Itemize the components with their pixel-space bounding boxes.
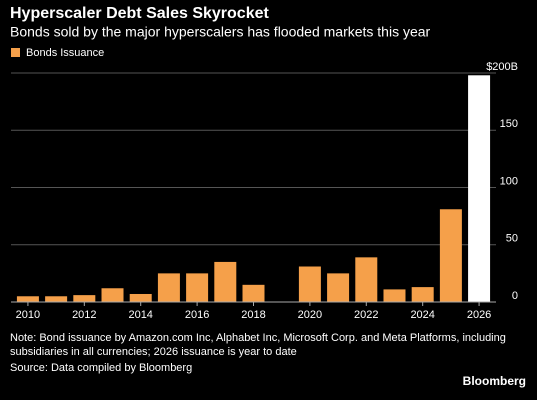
chart-subtitle: Bonds sold by the major hyperscalers has…	[10, 24, 431, 40]
source: Source: Data compiled by Bloomberg	[10, 362, 192, 374]
y-tick-label: $200B	[486, 61, 518, 73]
legend-swatch	[11, 48, 20, 57]
bar	[16, 296, 39, 302]
x-tick-label: 2012	[72, 309, 96, 321]
bar	[157, 273, 180, 302]
bar	[383, 289, 406, 302]
bar	[439, 209, 462, 302]
legend-label: Bonds Issuance	[26, 47, 104, 59]
bar	[45, 296, 68, 302]
y-tick-label: 150	[500, 118, 518, 130]
x-tick-label: 2018	[241, 309, 265, 321]
bar	[101, 288, 124, 302]
note: subsidiaries in all currencies; 2026 iss…	[10, 346, 297, 358]
bar	[186, 273, 209, 302]
x-tick-label: 2024	[410, 309, 434, 321]
x-tick-label: 2014	[128, 309, 152, 321]
y-tick-label: 0	[512, 290, 518, 302]
bar	[355, 257, 378, 302]
note: Note: Bond issuance by Amazon.com Inc, A…	[10, 332, 506, 344]
bar	[73, 295, 96, 302]
bar	[214, 261, 237, 302]
x-tick-label: 2016	[185, 309, 209, 321]
x-tick-label: 2010	[16, 309, 40, 321]
bar	[468, 75, 491, 302]
bar	[298, 266, 321, 302]
bar	[242, 284, 265, 302]
bar	[129, 293, 152, 302]
y-tick-label: 50	[506, 233, 518, 245]
brand: Bloomberg	[463, 374, 526, 388]
bar	[327, 273, 350, 302]
y-tick-label: 100	[500, 175, 518, 187]
bar	[411, 287, 434, 302]
chart-title: Hyperscaler Debt Sales Skyrocket	[10, 5, 269, 22]
x-tick-label: 2020	[298, 309, 322, 321]
x-tick-label: 2022	[354, 309, 378, 321]
x-tick-label: 2026	[467, 309, 491, 321]
